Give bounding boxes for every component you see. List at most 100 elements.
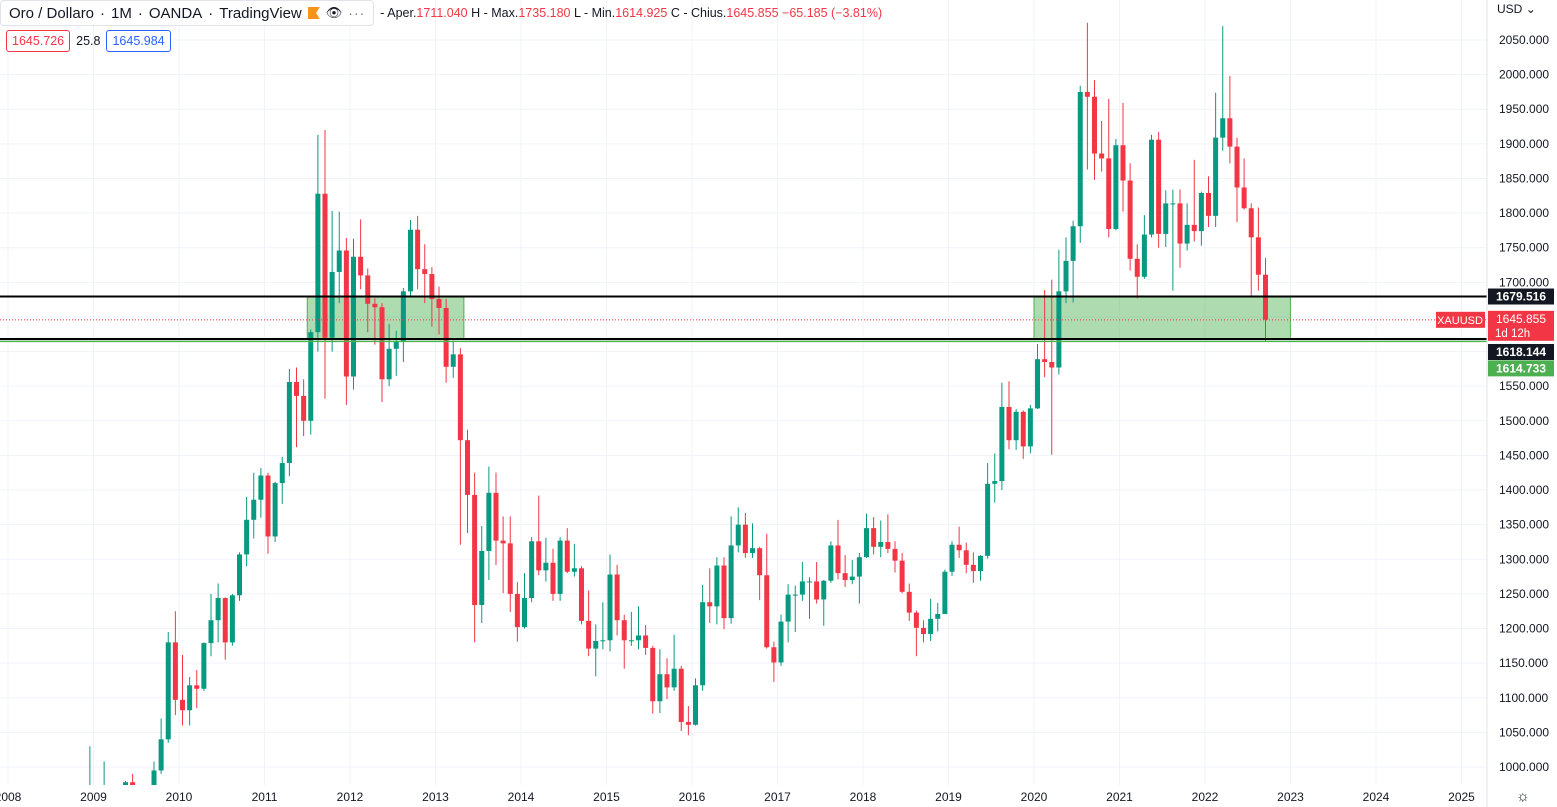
candle bbox=[408, 220, 413, 297]
low-value: 1614.925 bbox=[615, 6, 668, 20]
candle bbox=[992, 453, 998, 503]
candle-body bbox=[279, 463, 285, 484]
candle bbox=[586, 590, 592, 657]
candle bbox=[636, 606, 641, 650]
flag-icon[interactable] bbox=[307, 7, 320, 19]
candle bbox=[949, 541, 955, 576]
candle-body bbox=[614, 574, 620, 621]
price-tick-label: 2000.000 bbox=[1499, 68, 1549, 82]
price-axis-labels: 1679.516 1618.144 1614.733 XAUUSD 1645.855 1d… bbox=[1436, 288, 1554, 377]
candle-body bbox=[771, 647, 777, 663]
candle bbox=[828, 541, 834, 583]
candle bbox=[814, 562, 820, 604]
candle bbox=[579, 566, 584, 625]
candle-body bbox=[728, 545, 734, 619]
candle-body bbox=[978, 555, 983, 572]
candle bbox=[693, 678, 698, 726]
candle-body bbox=[1092, 96, 1097, 154]
candle-body bbox=[429, 274, 435, 299]
candle bbox=[1020, 410, 1026, 459]
candle bbox=[807, 577, 812, 619]
candle-body bbox=[878, 541, 884, 547]
candle bbox=[864, 513, 869, 558]
candle-body bbox=[151, 770, 157, 785]
candle bbox=[1184, 203, 1190, 251]
candle-body bbox=[415, 229, 421, 270]
year-tick-label: 2008 bbox=[0, 790, 22, 804]
candle-body bbox=[251, 499, 257, 520]
broker-label: OANDA bbox=[148, 4, 203, 22]
candle bbox=[422, 244, 428, 304]
candle bbox=[365, 268, 371, 333]
candle bbox=[1177, 189, 1183, 268]
candle bbox=[372, 298, 378, 345]
price-tick-label: 1000.000 bbox=[1499, 760, 1549, 774]
year-tick-label: 2017 bbox=[764, 790, 791, 804]
candle bbox=[229, 593, 235, 646]
candle bbox=[1149, 134, 1154, 238]
candle-body bbox=[807, 581, 812, 583]
candle bbox=[286, 368, 292, 477]
candle bbox=[1198, 191, 1204, 246]
candle bbox=[301, 379, 307, 437]
price-tick-label: 1200.000 bbox=[1499, 622, 1549, 636]
candle bbox=[778, 614, 784, 666]
candle-body bbox=[322, 193, 328, 338]
candle bbox=[472, 472, 478, 643]
candle-body bbox=[693, 685, 698, 725]
price-tick-label: 1050.000 bbox=[1499, 725, 1549, 739]
candle bbox=[222, 597, 228, 660]
candle bbox=[1206, 176, 1211, 227]
candle bbox=[913, 610, 919, 657]
candle-body bbox=[1070, 226, 1076, 261]
support-zone-rect bbox=[1033, 295, 1291, 340]
buy-price-button[interactable]: 1645.984 bbox=[106, 30, 171, 52]
candle bbox=[1070, 220, 1076, 303]
candle-body bbox=[1184, 224, 1190, 244]
candle-body bbox=[792, 594, 798, 596]
candle bbox=[899, 553, 905, 594]
chart-grid bbox=[0, 0, 1487, 785]
candle-body bbox=[885, 541, 891, 549]
candle bbox=[172, 611, 178, 716]
gear-icon[interactable]: ☼ bbox=[1516, 788, 1530, 805]
separator: · bbox=[137, 4, 143, 22]
currency-selector[interactable]: USD ⌄ bbox=[1497, 2, 1536, 16]
candle-body bbox=[329, 271, 335, 338]
candle bbox=[522, 573, 527, 629]
candle bbox=[1113, 139, 1119, 231]
year-tick-label: 2021 bbox=[1106, 790, 1133, 804]
candle-body bbox=[664, 674, 670, 688]
candle bbox=[493, 472, 499, 565]
candle bbox=[1084, 22, 1090, 170]
more-dots-icon[interactable]: ··· bbox=[348, 5, 366, 21]
eye-icon[interactable]: 👁︎ bbox=[325, 5, 343, 20]
candle bbox=[1042, 289, 1048, 378]
candle bbox=[928, 598, 934, 641]
candle-body bbox=[529, 541, 535, 599]
candle bbox=[735, 507, 741, 553]
candle bbox=[322, 130, 328, 399]
candle bbox=[593, 624, 599, 677]
candle-body bbox=[1056, 291, 1062, 368]
candle bbox=[507, 516, 513, 612]
candle-body bbox=[842, 573, 848, 581]
candle bbox=[215, 583, 221, 643]
symbol-title-box[interactable]: Oro / Dollaro · 1M · OANDA · TradingView… bbox=[0, 0, 375, 26]
candle-body bbox=[1113, 145, 1119, 230]
candle-body bbox=[187, 685, 193, 711]
candle-body bbox=[714, 565, 720, 607]
price-tick-label: 1900.000 bbox=[1499, 137, 1549, 151]
candle bbox=[1049, 279, 1055, 455]
open-label: Aper. bbox=[387, 6, 417, 20]
year-tick-label: 2012 bbox=[337, 790, 364, 804]
candle bbox=[571, 544, 577, 577]
open-value: 1711.040 bbox=[416, 6, 468, 20]
high-label: H - Max. bbox=[471, 6, 519, 20]
sell-price-button[interactable]: 1645.726 bbox=[6, 30, 71, 52]
change-value: −65.185 (−3.81%) bbox=[782, 6, 883, 20]
candle-body bbox=[1220, 118, 1226, 138]
candle-body bbox=[123, 782, 128, 785]
current-price-label: 1645.855 bbox=[1496, 312, 1546, 326]
